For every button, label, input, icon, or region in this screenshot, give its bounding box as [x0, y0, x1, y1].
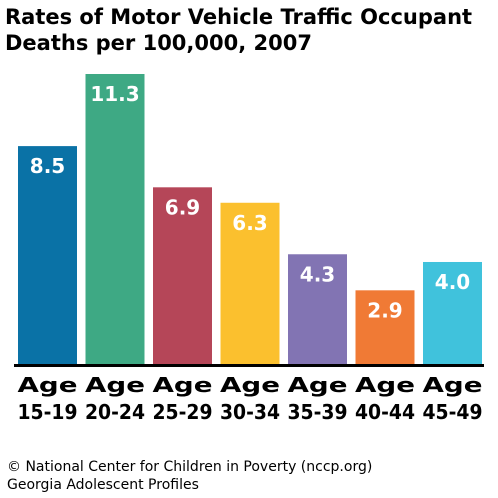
category-label-5-line-2: 35-39	[288, 400, 348, 424]
category-label-1-line-2: 15-19	[18, 400, 78, 424]
category-label-6-line-2: 40-44	[355, 400, 415, 424]
category-label-2-line-1: Age	[85, 373, 145, 397]
value-label-3: 6.9	[165, 195, 200, 219]
chart-title: Rates of Motor Vehicle Traffic Occupant …	[5, 4, 493, 56]
bar-1	[18, 146, 77, 365]
bar-3	[153, 187, 212, 365]
category-label-5-line-1: Age	[288, 373, 348, 397]
value-label-1: 8.5	[30, 154, 65, 178]
source-footer: © National Center for Children in Povert…	[7, 458, 372, 494]
value-label-2: 11.3	[90, 82, 139, 106]
bar-2	[85, 74, 145, 365]
value-label-5: 4.3	[300, 262, 335, 286]
bar-7	[423, 261, 482, 365]
copyright-line: © National Center for Children in Povert…	[7, 459, 373, 475]
category-label-3-line-2: 25-29	[153, 400, 213, 424]
bar-6	[355, 290, 415, 365]
category-label-7-line-1: Age	[423, 373, 483, 397]
bar-4	[220, 202, 280, 365]
category-label-6-line-1: Age	[355, 373, 415, 397]
chart-title-line-2: Deaths per 100,000, 2007	[5, 31, 312, 55]
category-label-3-line-1: Age	[153, 373, 213, 397]
category-label-1-line-1: Age	[18, 373, 78, 397]
category-label-4-line-1: Age	[220, 373, 280, 397]
value-label-6: 2.9	[367, 298, 402, 322]
chart-title-line-1: Rates of Motor Vehicle Traffic Occupant	[5, 5, 473, 29]
value-label-4: 6.3	[232, 211, 267, 235]
profile-line: Georgia Adolescent Profiles	[7, 477, 199, 493]
bar-5	[288, 254, 347, 365]
category-label-2-line-2: 20-24	[85, 400, 145, 424]
category-label-7-line-2: 45-49	[423, 400, 483, 424]
value-label-7: 4.0	[435, 270, 470, 294]
category-label-4-line-2: 30-34	[220, 400, 280, 424]
